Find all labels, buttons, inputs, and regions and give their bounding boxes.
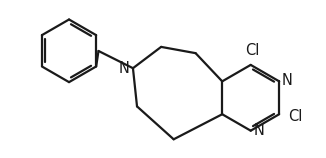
Text: N: N [253, 123, 264, 138]
Text: Cl: Cl [245, 43, 259, 58]
Text: N: N [118, 61, 129, 76]
Text: Cl: Cl [288, 109, 302, 124]
Text: N: N [282, 73, 292, 88]
